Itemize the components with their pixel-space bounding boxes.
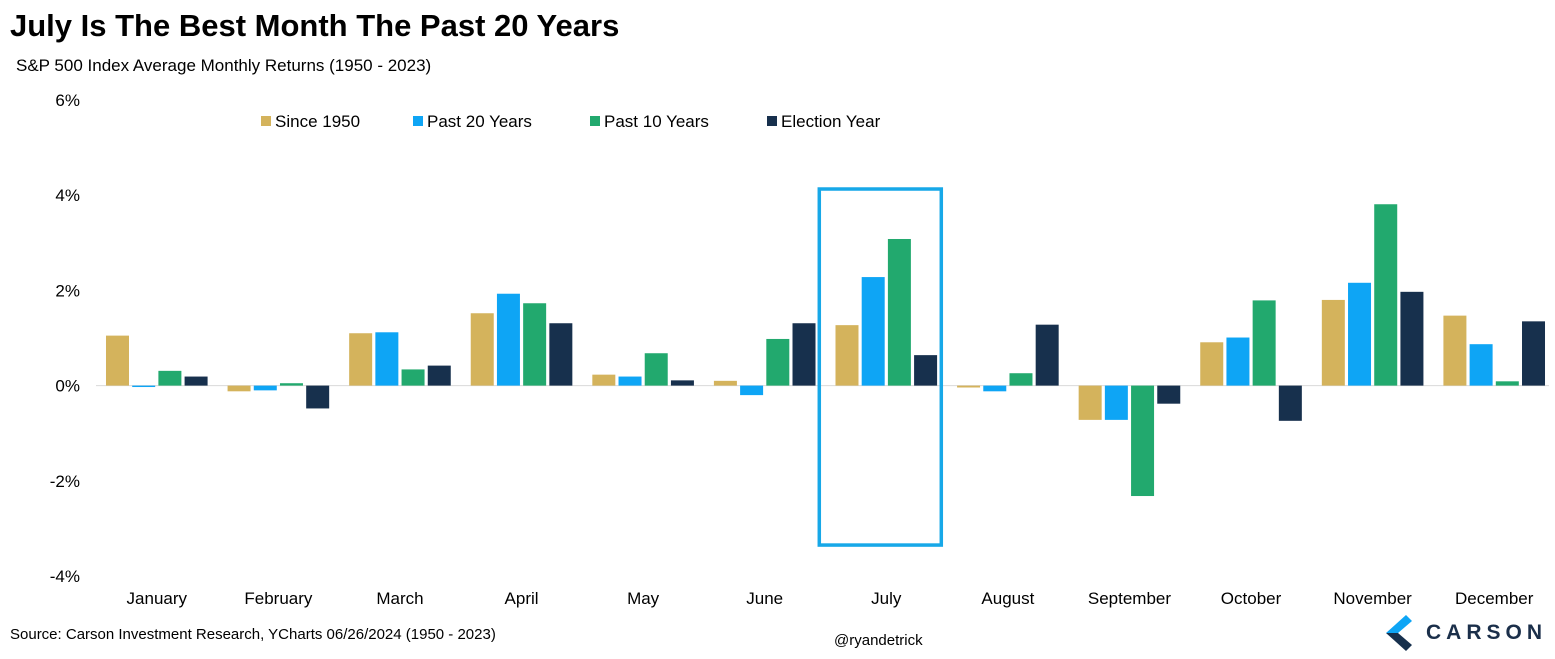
x-tick-label: June bbox=[746, 589, 783, 608]
bar bbox=[1035, 324, 1059, 386]
chart-subtitle: S&P 500 Index Average Monthly Returns (1… bbox=[16, 56, 432, 75]
bar bbox=[427, 365, 451, 386]
legend-swatch bbox=[590, 116, 600, 126]
bar bbox=[740, 385, 764, 396]
legend-swatch bbox=[261, 116, 271, 126]
x-tick-label: September bbox=[1088, 589, 1171, 608]
bar bbox=[618, 376, 642, 386]
bar bbox=[1348, 282, 1372, 386]
legend-swatch bbox=[413, 116, 423, 126]
y-tick-label: -2% bbox=[50, 472, 80, 491]
chart-title: July Is The Best Month The Past 20 Years bbox=[10, 8, 620, 43]
y-tick-label: 2% bbox=[55, 281, 80, 300]
source-note: Source: Carson Investment Research, YCha… bbox=[10, 626, 496, 643]
bar bbox=[1226, 337, 1250, 386]
carson-logo-icon bbox=[1386, 615, 1412, 651]
bar bbox=[1078, 385, 1102, 420]
bar bbox=[957, 385, 981, 388]
bar bbox=[766, 338, 790, 386]
bar bbox=[713, 380, 737, 386]
highlight-box bbox=[817, 187, 944, 547]
bar bbox=[1009, 373, 1033, 386]
bar bbox=[887, 238, 911, 386]
legend-label: Past 20 Years bbox=[427, 112, 532, 131]
bar bbox=[983, 385, 1007, 392]
bar bbox=[1374, 204, 1398, 386]
x-tick-label: May bbox=[627, 589, 660, 608]
x-tick-label: August bbox=[981, 589, 1034, 608]
bar bbox=[105, 335, 129, 386]
bar bbox=[375, 332, 399, 386]
bar bbox=[401, 369, 425, 386]
y-tick-label: -4% bbox=[50, 567, 80, 586]
y-tick-label: 0% bbox=[55, 377, 80, 396]
bar bbox=[184, 376, 208, 386]
bar bbox=[592, 374, 616, 386]
bar bbox=[1278, 385, 1302, 421]
legend-label: Past 10 Years bbox=[604, 112, 709, 131]
bar bbox=[1443, 315, 1467, 386]
x-tick-label: November bbox=[1333, 589, 1412, 608]
bar bbox=[1157, 385, 1181, 404]
bar bbox=[496, 293, 520, 386]
bar bbox=[523, 303, 547, 386]
bar bbox=[1321, 299, 1345, 386]
bar bbox=[670, 380, 694, 386]
x-tick-label: February bbox=[244, 589, 313, 608]
bar bbox=[1495, 381, 1519, 386]
author-handle: @ryandetrick bbox=[834, 632, 923, 649]
brand-logo: CARSON bbox=[1384, 612, 1549, 654]
legend-swatch bbox=[767, 116, 777, 126]
brand-name: CARSON bbox=[1426, 621, 1548, 644]
bar bbox=[1469, 344, 1493, 386]
bar bbox=[470, 313, 494, 386]
x-tick-label: January bbox=[127, 589, 188, 608]
y-tick-label: 6% bbox=[55, 91, 80, 110]
y-tick-label: 4% bbox=[55, 186, 80, 205]
bar bbox=[1252, 300, 1276, 386]
x-tick-label: October bbox=[1221, 589, 1282, 608]
legend-label: Election Year bbox=[781, 112, 881, 131]
bar bbox=[279, 383, 303, 386]
x-tick-label: July bbox=[871, 589, 902, 608]
bar bbox=[132, 385, 156, 388]
bar bbox=[835, 325, 859, 386]
legend-label: Since 1950 bbox=[275, 112, 360, 131]
x-tick-label: December bbox=[1455, 589, 1534, 608]
bar bbox=[914, 355, 938, 386]
bar bbox=[1131, 385, 1155, 497]
bar bbox=[1200, 342, 1224, 386]
bar bbox=[644, 353, 668, 386]
bar bbox=[306, 385, 330, 409]
bar bbox=[1522, 321, 1546, 386]
bar bbox=[1400, 291, 1424, 386]
bar bbox=[253, 385, 277, 391]
bar bbox=[792, 323, 816, 386]
x-tick-label: March bbox=[376, 589, 423, 608]
bar bbox=[1104, 385, 1128, 420]
bar bbox=[861, 277, 885, 386]
bar bbox=[549, 323, 573, 386]
bar bbox=[349, 333, 373, 386]
x-tick-label: April bbox=[505, 589, 539, 608]
bar bbox=[227, 385, 251, 392]
bar bbox=[158, 370, 182, 386]
